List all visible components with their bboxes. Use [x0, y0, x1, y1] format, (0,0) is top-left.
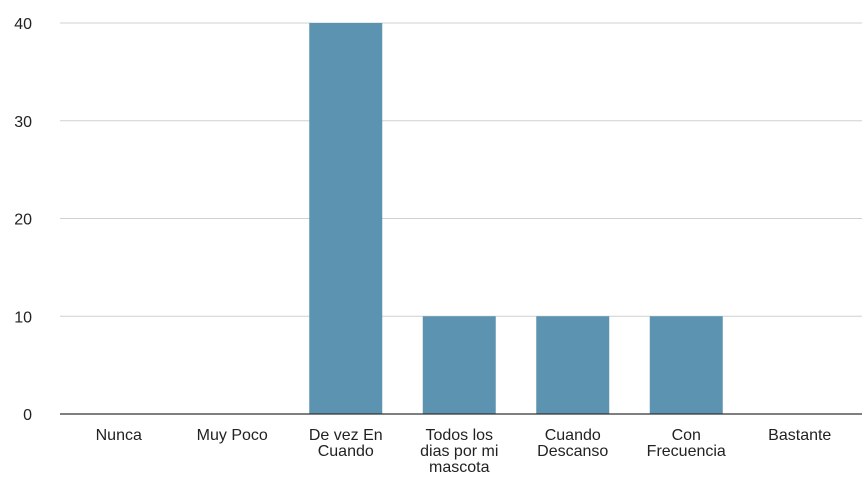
bar-3: [422, 316, 496, 414]
x-category-label-line: Todos los: [425, 427, 493, 444]
x-category-label-line: Con: [672, 427, 701, 444]
x-category-label-line: dias por mi: [420, 443, 498, 460]
gridlines: [60, 22, 862, 317]
y-axis-ticks: 0 10 20 30 40: [14, 16, 32, 424]
x-category-label-line: mascota: [429, 459, 490, 476]
x-category-label: Nunca: [96, 427, 142, 444]
y-tick-label: 30: [14, 114, 32, 131]
x-category-label-line: Frecuencia: [647, 443, 726, 460]
x-category-label: Todos los dias por mi mascota: [420, 427, 498, 476]
x-category-label: Muy Poco: [197, 427, 268, 444]
y-tick-label: 10: [14, 309, 32, 326]
x-category-label: Cuando Descanso: [537, 427, 608, 460]
bars: [309, 23, 723, 414]
x-category-label-line: Descanso: [537, 443, 608, 460]
y-tick-label: 40: [14, 16, 32, 33]
bar-2: [309, 23, 383, 414]
x-category-label-line: Muy Poco: [197, 427, 268, 444]
y-tick-label: 20: [14, 212, 32, 229]
y-tick-label: 0: [23, 407, 32, 424]
x-category-label: Bastante: [768, 427, 831, 444]
bar-4: [536, 316, 610, 414]
x-category-label: Con Frecuencia: [647, 427, 726, 460]
x-category-label-line: Cuando: [318, 443, 374, 460]
x-category-label-line: Bastante: [768, 427, 831, 444]
x-category-label-line: Nunca: [96, 427, 142, 444]
x-category-label-line: De vez En: [309, 427, 383, 444]
x-category-label-line: Cuando: [545, 427, 601, 444]
x-category-label: De vez En Cuando: [309, 427, 383, 460]
bar-5: [649, 316, 723, 414]
